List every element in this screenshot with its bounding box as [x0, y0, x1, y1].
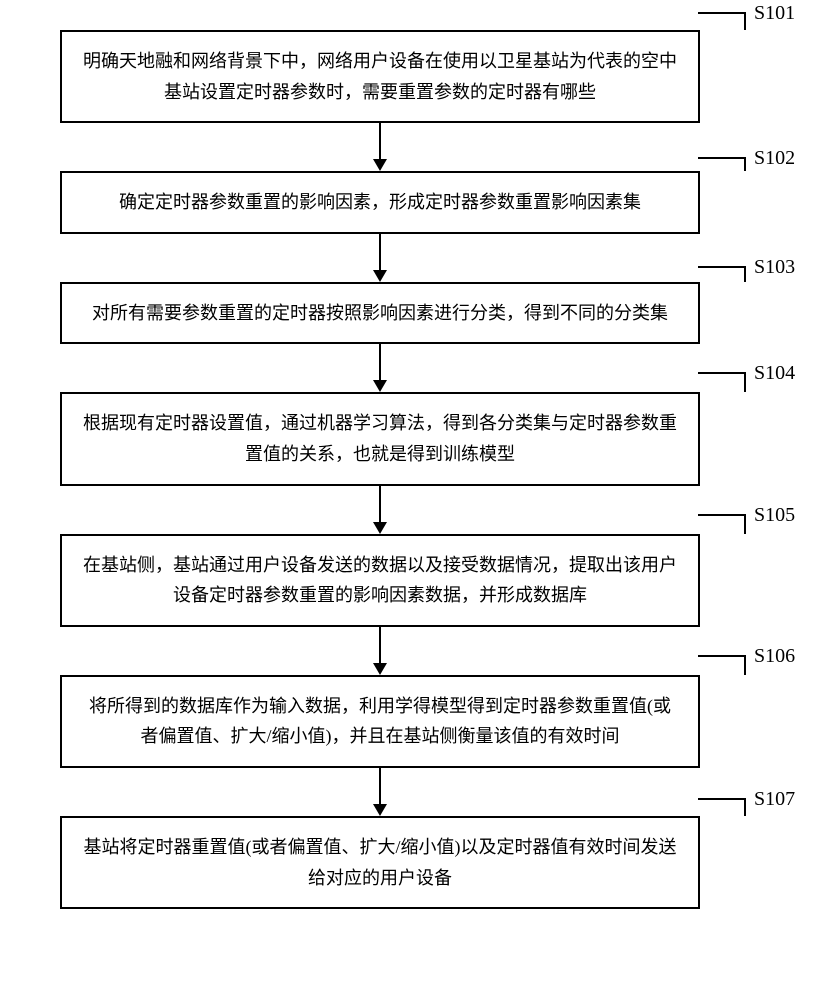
- connector-line: [698, 266, 746, 282]
- arrow: [60, 768, 700, 816]
- step-box: 根据现有定时器设置值，通过机器学习算法，得到各分类集与定时器参数重置值的关系，也…: [60, 392, 700, 485]
- arrow: [60, 344, 700, 392]
- arrow-line: [379, 123, 381, 159]
- step-row: 在基站侧，基站通过用户设备发送的数据以及接受数据情况，提取出该用户设备定时器参数…: [60, 534, 793, 627]
- arrow-line: [379, 344, 381, 380]
- arrow-line: [379, 768, 381, 804]
- arrow-line: [379, 486, 381, 522]
- arrow-head-icon: [373, 663, 387, 675]
- step-box: 明确天地融和网络背景下中，网络用户设备在使用以卫星基站为代表的空中基站设置定时器…: [60, 30, 700, 123]
- arrow-line: [379, 627, 381, 663]
- connector-line: [698, 514, 746, 534]
- step-label: S101: [754, 2, 795, 25]
- step-label: S103: [754, 256, 795, 279]
- step-box: 将所得到的数据库作为输入数据，利用学得模型得到定时器参数重置值(或者偏置值、扩大…: [60, 675, 700, 768]
- step-box: 对所有需要参数重置的定时器按照影响因素进行分类，得到不同的分类集: [60, 282, 700, 345]
- arrow: [60, 123, 700, 171]
- step-row: 基站将定时器重置值(或者偏置值、扩大/缩小值)以及定时器值有效时间发送给对应的用…: [60, 816, 793, 909]
- step-label: S107: [754, 788, 795, 811]
- arrow-head-icon: [373, 380, 387, 392]
- connector-line: [698, 798, 746, 816]
- arrow: [60, 234, 700, 282]
- step-box: 基站将定时器重置值(或者偏置值、扩大/缩小值)以及定时器值有效时间发送给对应的用…: [60, 816, 700, 909]
- step-row: 根据现有定时器设置值，通过机器学习算法，得到各分类集与定时器参数重置值的关系，也…: [60, 392, 793, 485]
- step-box: 在基站侧，基站通过用户设备发送的数据以及接受数据情况，提取出该用户设备定时器参数…: [60, 534, 700, 627]
- step-label: S105: [754, 504, 795, 527]
- arrow-head-icon: [373, 522, 387, 534]
- step-label: S106: [754, 645, 795, 668]
- step-row: 对所有需要参数重置的定时器按照影响因素进行分类，得到不同的分类集S103: [60, 282, 793, 345]
- step-row: 明确天地融和网络背景下中，网络用户设备在使用以卫星基站为代表的空中基站设置定时器…: [60, 30, 793, 123]
- connector-line: [698, 655, 746, 675]
- connector-line: [698, 157, 746, 171]
- step-label: S104: [754, 362, 795, 385]
- arrow-head-icon: [373, 804, 387, 816]
- step-row: 确定定时器参数重置的影响因素，形成定时器参数重置影响因素集S102: [60, 171, 793, 234]
- step-label: S102: [754, 147, 795, 170]
- step-row: 将所得到的数据库作为输入数据，利用学得模型得到定时器参数重置值(或者偏置值、扩大…: [60, 675, 793, 768]
- arrow: [60, 627, 700, 675]
- arrow: [60, 486, 700, 534]
- connector-line: [698, 372, 746, 392]
- connector-line: [698, 12, 746, 30]
- step-box: 确定定时器参数重置的影响因素，形成定时器参数重置影响因素集: [60, 171, 700, 234]
- flowchart: 明确天地融和网络背景下中，网络用户设备在使用以卫星基站为代表的空中基站设置定时器…: [60, 30, 793, 909]
- arrow-head-icon: [373, 270, 387, 282]
- arrow-line: [379, 234, 381, 270]
- arrow-head-icon: [373, 159, 387, 171]
